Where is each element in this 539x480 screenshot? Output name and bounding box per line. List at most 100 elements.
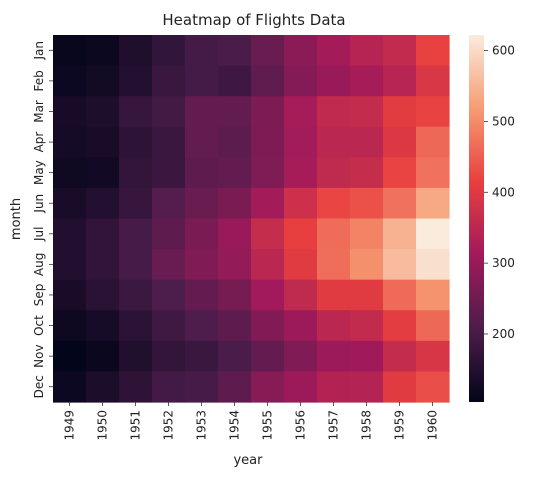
y-tick-label: Jul <box>32 227 46 242</box>
y-tick-label: Jan <box>32 41 46 61</box>
heatmap-cell <box>383 35 417 67</box>
heatmap-cell <box>383 279 417 311</box>
x-tick-label: 1952 <box>162 410 176 441</box>
heatmap-cell <box>350 96 384 128</box>
heatmap-cell <box>152 310 186 342</box>
heatmap-cell <box>53 65 87 97</box>
heatmap-cell <box>284 65 318 97</box>
heatmap-cell <box>86 157 120 189</box>
x-tick-label: 1956 <box>294 410 308 441</box>
x-axis-label: year <box>233 453 263 468</box>
heatmap-cell <box>218 187 252 220</box>
heatmap-cell <box>251 279 285 311</box>
colorbar-ticks: 200 300 400 500 600 <box>484 44 515 341</box>
heatmap-cell <box>152 340 186 373</box>
heatmap-cell <box>119 157 153 189</box>
heatmap-cell <box>383 340 417 373</box>
heatmap-cell <box>284 187 318 220</box>
heatmap-cell <box>416 126 450 158</box>
x-tick-label: 1951 <box>129 410 143 441</box>
heatmap-cell <box>317 249 351 281</box>
heatmap-cell <box>416 187 450 220</box>
heatmap-cell <box>185 65 219 97</box>
heatmap-cell <box>119 187 153 220</box>
heatmap-cell <box>317 35 351 67</box>
heatmap-cell <box>284 96 318 128</box>
x-tick-label: 1953 <box>195 410 209 441</box>
heatmap-cell <box>416 249 450 281</box>
heatmap-cell <box>53 126 87 158</box>
heatmap-cell <box>86 310 120 342</box>
heatmap-cell <box>416 96 450 128</box>
heatmap-cell <box>350 279 384 311</box>
x-tick-label: 1955 <box>261 410 275 441</box>
heatmap-cell <box>284 157 318 189</box>
heatmap-cell <box>86 35 120 67</box>
heatmap-cell <box>350 340 384 373</box>
heatmap-cell <box>251 157 285 189</box>
heatmap-cell <box>152 187 186 220</box>
heatmap-cell <box>317 96 351 128</box>
heatmap-cell <box>317 371 351 403</box>
heatmap-cell <box>284 340 318 373</box>
heatmap-cell <box>317 157 351 189</box>
y-tick-label: Mar <box>32 100 46 123</box>
x-tick-label: 1950 <box>96 410 110 441</box>
y-tick-label: Aug <box>32 253 46 276</box>
heatmap-cell <box>383 218 417 250</box>
heatmap-cell <box>53 340 87 373</box>
heatmap-cell <box>119 310 153 342</box>
heatmap-cell <box>152 218 186 250</box>
heatmap-cell <box>218 157 252 189</box>
heatmap-cell <box>218 218 252 250</box>
colorbar-tick-label: 300 <box>492 256 515 270</box>
heatmap-cell <box>218 65 252 97</box>
heatmap-cell <box>185 249 219 281</box>
heatmap-cell <box>317 187 351 220</box>
heatmap-cell <box>152 371 186 403</box>
colorbar-tick-label: 600 <box>492 44 515 58</box>
heatmap-cell <box>350 35 384 67</box>
heatmap-cell <box>185 35 219 67</box>
heatmap-cell <box>416 279 450 311</box>
heatmap-cell <box>53 187 87 220</box>
heatmap-cell <box>119 340 153 373</box>
heatmap-cell <box>86 279 120 311</box>
heatmap-cell <box>317 126 351 158</box>
heatmap-cell <box>53 310 87 342</box>
heatmap-cell <box>284 218 318 250</box>
y-tick-label: Dec <box>32 375 46 398</box>
heatmap-cell <box>350 65 384 97</box>
chart-title: Heatmap of Flights Data <box>162 11 345 29</box>
heatmap-cell <box>218 371 252 403</box>
heatmap-cell <box>350 157 384 189</box>
heatmap-cell <box>251 35 285 67</box>
heatmap-cell <box>152 65 186 97</box>
heatmap-cell <box>119 371 153 403</box>
heatmap-cell <box>218 310 252 342</box>
y-tick-label: Apr <box>32 132 46 153</box>
heatmap-cell <box>86 96 120 128</box>
heatmap-cell <box>251 371 285 403</box>
heatmap-cell <box>317 65 351 97</box>
y-tick-label: Sep <box>32 284 46 307</box>
heatmap-cell <box>185 187 219 220</box>
colorbar-tick-label: 500 <box>492 114 515 128</box>
heatmap-cell <box>383 310 417 342</box>
heatmap-cell <box>185 310 219 342</box>
heatmap-cell <box>383 126 417 158</box>
y-tick-label: Oct <box>32 315 46 336</box>
heatmap-cell <box>251 187 285 220</box>
heatmap-cell <box>53 371 87 403</box>
x-axis-ticks: 1949 1950 1951 1952 1953 1954 1955 1956 1957 1958… <box>63 402 440 441</box>
y-axis-ticks: Jan Feb Mar Apr May Jun Jul Aug Sep Oct Nov Dec <box>32 41 53 398</box>
x-tick-label: 1960 <box>426 410 440 441</box>
heatmap-cell <box>86 371 120 403</box>
heatmap-cell <box>350 187 384 220</box>
heatmap-cell <box>218 35 252 67</box>
heatmap-cell <box>383 96 417 128</box>
heatmap-cell <box>383 249 417 281</box>
heatmap-cell <box>350 371 384 403</box>
heatmap-cell <box>317 279 351 311</box>
